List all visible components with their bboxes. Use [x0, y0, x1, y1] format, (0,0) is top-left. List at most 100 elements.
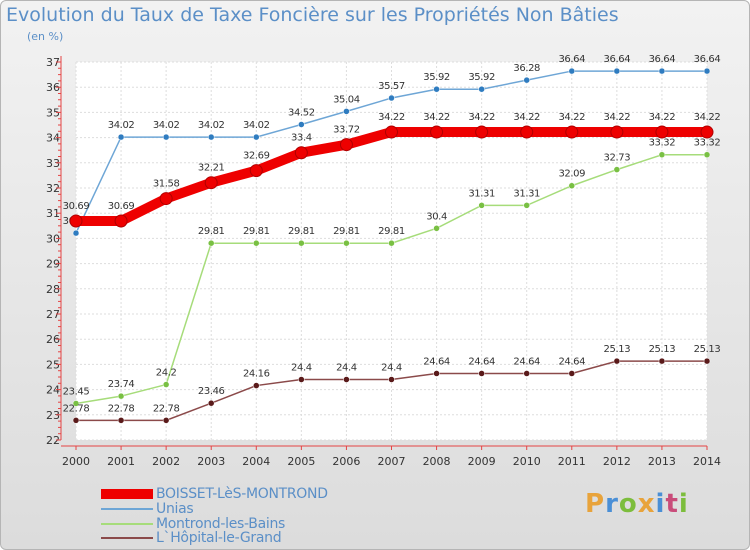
data-label: 34.52 — [288, 107, 315, 118]
data-label: 34.02 — [243, 120, 270, 131]
legend-item-hopital: L`Hôpital-le-Grand — [101, 530, 282, 546]
logo-letter: x — [637, 489, 656, 519]
y-tick-label: 27 — [46, 308, 60, 321]
data-label: 35.92 — [468, 72, 495, 83]
data-label: 23.74 — [108, 379, 135, 390]
data-label: 23.46 — [198, 386, 225, 397]
data-point — [388, 94, 395, 102]
proxiti-logo: Proxiti — [585, 489, 689, 519]
data-label: 36.64 — [558, 54, 585, 65]
data-label: 25.13 — [694, 344, 721, 355]
data-label: 24.4 — [381, 363, 402, 374]
logo-letter: P — [585, 489, 606, 519]
y-tick-label: 32 — [46, 182, 60, 195]
y-tick-label: 36 — [46, 81, 60, 94]
x-tick-label: 2002 — [152, 455, 180, 468]
data-point — [207, 133, 215, 141]
data-point — [207, 239, 215, 247]
legend-label: Unias — [156, 501, 194, 517]
data-point — [343, 108, 350, 115]
x-tick-label: 2008 — [423, 455, 451, 468]
y-tick-label: 28 — [46, 283, 60, 296]
data-point — [433, 225, 440, 232]
data-label: 35.57 — [378, 81, 405, 92]
data-label: 34.22 — [378, 112, 405, 123]
data-label: 36.64 — [604, 54, 631, 65]
data-label: 22.78 — [63, 403, 90, 414]
data-point — [613, 67, 621, 75]
data-point — [655, 125, 669, 139]
data-point — [72, 417, 80, 424]
x-tick-label: 2005 — [287, 455, 315, 468]
logo-letter: r — [605, 489, 619, 519]
legend-swatch — [101, 508, 153, 510]
data-point — [565, 125, 579, 139]
y-tick-label: 37 — [46, 56, 60, 69]
data-label: 33.72 — [333, 125, 360, 136]
legend-swatch — [101, 523, 153, 525]
data-point — [294, 146, 308, 160]
data-point — [253, 382, 260, 389]
data-point — [478, 202, 485, 209]
data-label: 24.4 — [291, 363, 312, 374]
data-point — [475, 125, 489, 139]
data-label: 36.64 — [694, 54, 721, 65]
data-point — [703, 151, 711, 158]
data-label: 24.64 — [513, 356, 540, 367]
data-label: 34.22 — [558, 112, 585, 123]
data-point — [478, 370, 485, 377]
data-label: 24.64 — [558, 356, 585, 367]
data-label: 34.02 — [153, 120, 180, 131]
data-point — [298, 376, 305, 383]
data-point — [117, 133, 125, 141]
data-point — [249, 164, 263, 178]
data-point — [72, 229, 80, 237]
x-tick-label: 2014 — [693, 455, 721, 468]
data-point — [162, 133, 170, 141]
data-point — [613, 166, 621, 173]
x-tick-label: 2000 — [62, 455, 90, 468]
data-label: 31.58 — [153, 179, 180, 190]
data-label: 29.81 — [333, 226, 360, 237]
legend-label: Montrond-les-Bains — [156, 516, 286, 532]
data-label: 32.73 — [604, 153, 631, 164]
series-boisset-l-s-montrond: 30.69 30.69 31.58 32.21 32.69 33.4 33.72 34.22 3… — [63, 112, 721, 228]
chart-subtitle: (en %) — [27, 30, 64, 43]
data-point — [523, 76, 530, 84]
data-point — [523, 370, 530, 377]
y-tick-label: 29 — [46, 258, 60, 271]
data-label: 35.04 — [333, 94, 360, 105]
legend-item-montrond: Montrond-les-Bains — [101, 516, 286, 532]
data-label: 25.13 — [649, 344, 676, 355]
data-point — [658, 151, 666, 158]
data-point — [162, 417, 170, 424]
x-tick-label: 2003 — [197, 455, 225, 468]
legend-item-boisset: BOISSET-LèS-MONTROND — [101, 486, 328, 502]
y-tick-label: 31 — [46, 207, 60, 220]
data-point — [343, 239, 350, 247]
data-point — [700, 125, 714, 139]
data-point — [117, 392, 125, 400]
data-label: 24.4 — [336, 363, 357, 374]
data-label: 29.81 — [198, 226, 225, 237]
x-tick-label: 2012 — [603, 455, 631, 468]
data-point — [703, 67, 711, 75]
data-point — [433, 370, 440, 377]
data-point — [658, 67, 666, 75]
y-tick-label: 22 — [46, 434, 60, 447]
x-tick-label: 2011 — [558, 455, 586, 468]
x-tick-label: 2010 — [513, 455, 541, 468]
data-point — [343, 376, 350, 383]
legend-item-unias: Unias — [101, 501, 194, 517]
data-point — [159, 192, 173, 206]
data-label: 34.22 — [468, 112, 495, 123]
logo-letter: i — [678, 489, 689, 519]
y-tick-label: 30 — [46, 232, 60, 245]
data-point — [568, 67, 576, 75]
data-label: 31.31 — [468, 188, 495, 199]
data-point — [253, 133, 260, 141]
chart-title: Evolution du Taux de Taxe Foncière sur l… — [6, 4, 619, 26]
data-point — [162, 381, 170, 388]
